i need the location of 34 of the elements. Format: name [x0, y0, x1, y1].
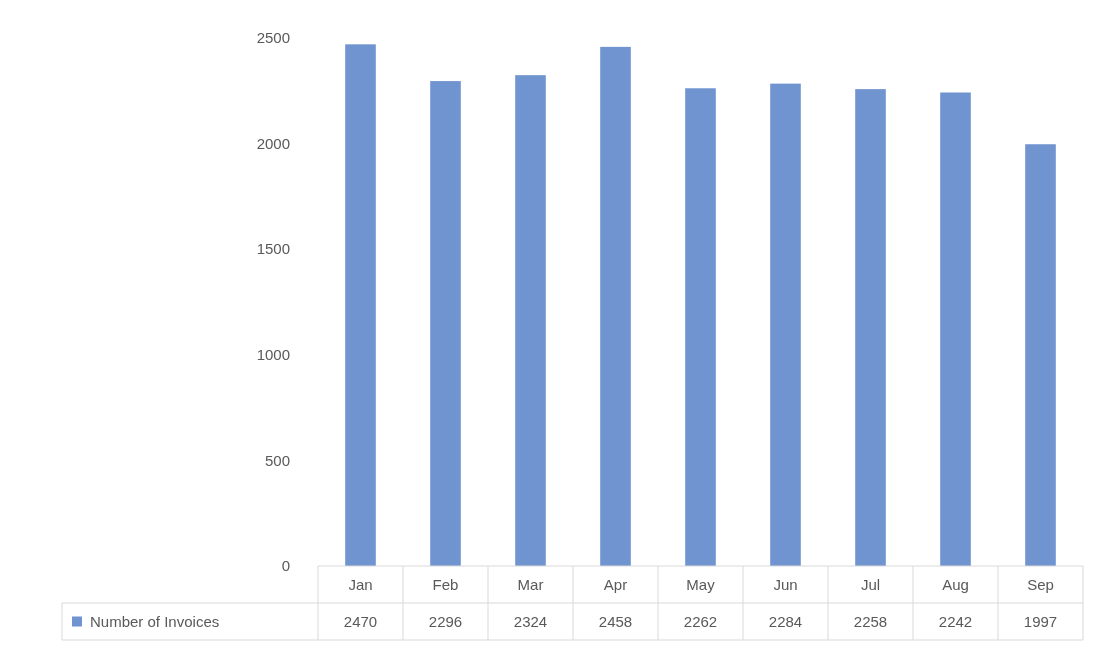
y-tick-label: 1000 — [256, 346, 290, 364]
bar — [345, 44, 376, 566]
x-tick-label: Aug — [942, 575, 969, 593]
data-label: 2324 — [513, 612, 548, 630]
y-tick-label: 2500 — [256, 29, 290, 47]
y-tick-label: 2000 — [256, 134, 290, 152]
x-tick-label: May — [686, 575, 716, 593]
bar — [1025, 144, 1056, 566]
data-label: 2284 — [768, 612, 803, 630]
y-tick-label: 0 — [281, 557, 290, 575]
data-label: 2296 — [428, 612, 463, 630]
x-tick-label: Jul — [860, 575, 881, 593]
x-tick-label: Mar — [517, 575, 544, 593]
y-tick-label: 500 — [264, 451, 290, 469]
data-label: 2258 — [853, 612, 888, 630]
bar — [685, 88, 716, 566]
x-tick-label: Sep — [1027, 575, 1054, 593]
data-label: 2458 — [598, 612, 633, 630]
x-tick-label: Jun — [773, 575, 798, 593]
y-tick-label: 1500 — [256, 240, 290, 258]
data-label: 2242 — [938, 612, 973, 630]
data-label: 2262 — [683, 612, 718, 630]
bar — [770, 83, 801, 566]
data-label: 2470 — [343, 612, 378, 630]
legend-label: Number of Invoices — [90, 612, 220, 630]
bar — [600, 46, 631, 566]
x-tick-label: Feb — [432, 575, 459, 593]
x-tick-label: Jan — [348, 575, 373, 593]
x-tick-label: Apr — [603, 575, 628, 593]
bar — [855, 89, 886, 566]
bar — [515, 75, 546, 566]
bar — [940, 92, 971, 566]
bar — [430, 81, 461, 566]
data-label: 1997 — [1023, 612, 1058, 630]
